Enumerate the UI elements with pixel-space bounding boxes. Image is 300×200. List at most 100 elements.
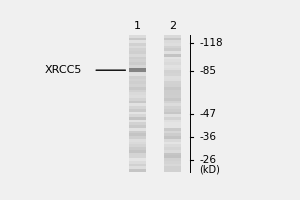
- Bar: [164, 142, 181, 144]
- Bar: [164, 43, 181, 46]
- Bar: [164, 62, 181, 65]
- Bar: [129, 136, 146, 139]
- Bar: [164, 106, 181, 109]
- Bar: [164, 144, 181, 147]
- Bar: [164, 90, 181, 92]
- Bar: [164, 117, 181, 120]
- Bar: [164, 40, 181, 43]
- Bar: [164, 169, 181, 172]
- Bar: [164, 112, 181, 114]
- Bar: [164, 150, 181, 153]
- Bar: [129, 79, 146, 81]
- Bar: [164, 35, 181, 172]
- Bar: [129, 54, 146, 57]
- Bar: [164, 147, 181, 150]
- Bar: [129, 46, 146, 48]
- Bar: [164, 68, 181, 70]
- Bar: [129, 106, 146, 109]
- Text: -36: -36: [199, 132, 216, 142]
- Bar: [164, 164, 181, 166]
- Bar: [129, 133, 146, 136]
- Bar: [164, 103, 181, 106]
- Bar: [129, 101, 146, 103]
- Bar: [164, 38, 181, 40]
- Bar: [164, 120, 181, 122]
- Bar: [129, 155, 146, 158]
- Bar: [164, 57, 181, 59]
- Bar: [129, 169, 146, 172]
- Bar: [129, 161, 146, 164]
- Bar: [164, 54, 181, 57]
- Bar: [129, 128, 146, 131]
- Bar: [129, 51, 146, 54]
- Bar: [164, 101, 181, 103]
- Bar: [164, 46, 181, 48]
- Bar: [129, 153, 146, 155]
- Bar: [129, 57, 146, 59]
- Bar: [164, 158, 181, 161]
- Bar: [129, 112, 146, 114]
- Bar: [129, 139, 146, 142]
- Bar: [164, 87, 181, 90]
- Bar: [164, 59, 181, 62]
- Bar: [164, 84, 181, 87]
- Bar: [164, 95, 181, 98]
- Bar: [129, 147, 146, 150]
- Bar: [129, 125, 146, 128]
- Bar: [129, 131, 146, 133]
- Text: -118: -118: [199, 38, 223, 48]
- Bar: [164, 109, 181, 112]
- Bar: [164, 81, 181, 84]
- Bar: [164, 98, 181, 101]
- Bar: [164, 128, 181, 131]
- Bar: [129, 144, 146, 147]
- Bar: [129, 122, 146, 125]
- Bar: [164, 136, 181, 139]
- Bar: [129, 43, 146, 46]
- Bar: [129, 103, 146, 106]
- Bar: [129, 81, 146, 84]
- Bar: [129, 95, 146, 98]
- Bar: [129, 65, 146, 68]
- Bar: [164, 76, 181, 79]
- Bar: [129, 73, 146, 76]
- Bar: [129, 109, 146, 112]
- Text: -85: -85: [199, 66, 216, 76]
- Bar: [129, 62, 146, 65]
- Bar: [129, 38, 146, 40]
- Text: (kD): (kD): [199, 165, 220, 175]
- Bar: [129, 40, 146, 43]
- Bar: [129, 35, 146, 38]
- Bar: [129, 114, 146, 117]
- Bar: [129, 158, 146, 161]
- Bar: [164, 125, 181, 128]
- Bar: [164, 161, 181, 164]
- Bar: [164, 166, 181, 169]
- Bar: [129, 48, 146, 51]
- Bar: [129, 142, 146, 144]
- Bar: [129, 98, 146, 101]
- Bar: [129, 92, 146, 95]
- Bar: [164, 35, 181, 38]
- Bar: [164, 70, 181, 73]
- Bar: [129, 70, 146, 73]
- Bar: [164, 65, 181, 68]
- Bar: [164, 153, 181, 155]
- Bar: [129, 68, 146, 72]
- Bar: [129, 76, 146, 79]
- Bar: [129, 90, 146, 92]
- Bar: [164, 131, 181, 133]
- Text: -47: -47: [199, 109, 216, 119]
- Text: 2: 2: [169, 21, 176, 31]
- Bar: [164, 48, 181, 51]
- Text: XRCC5: XRCC5: [44, 65, 82, 75]
- Bar: [129, 164, 146, 166]
- Bar: [164, 155, 181, 158]
- Bar: [129, 117, 146, 120]
- Text: 1: 1: [134, 21, 141, 31]
- Bar: [164, 122, 181, 125]
- Bar: [164, 114, 181, 117]
- Bar: [164, 133, 181, 136]
- Bar: [129, 150, 146, 153]
- Bar: [164, 79, 181, 81]
